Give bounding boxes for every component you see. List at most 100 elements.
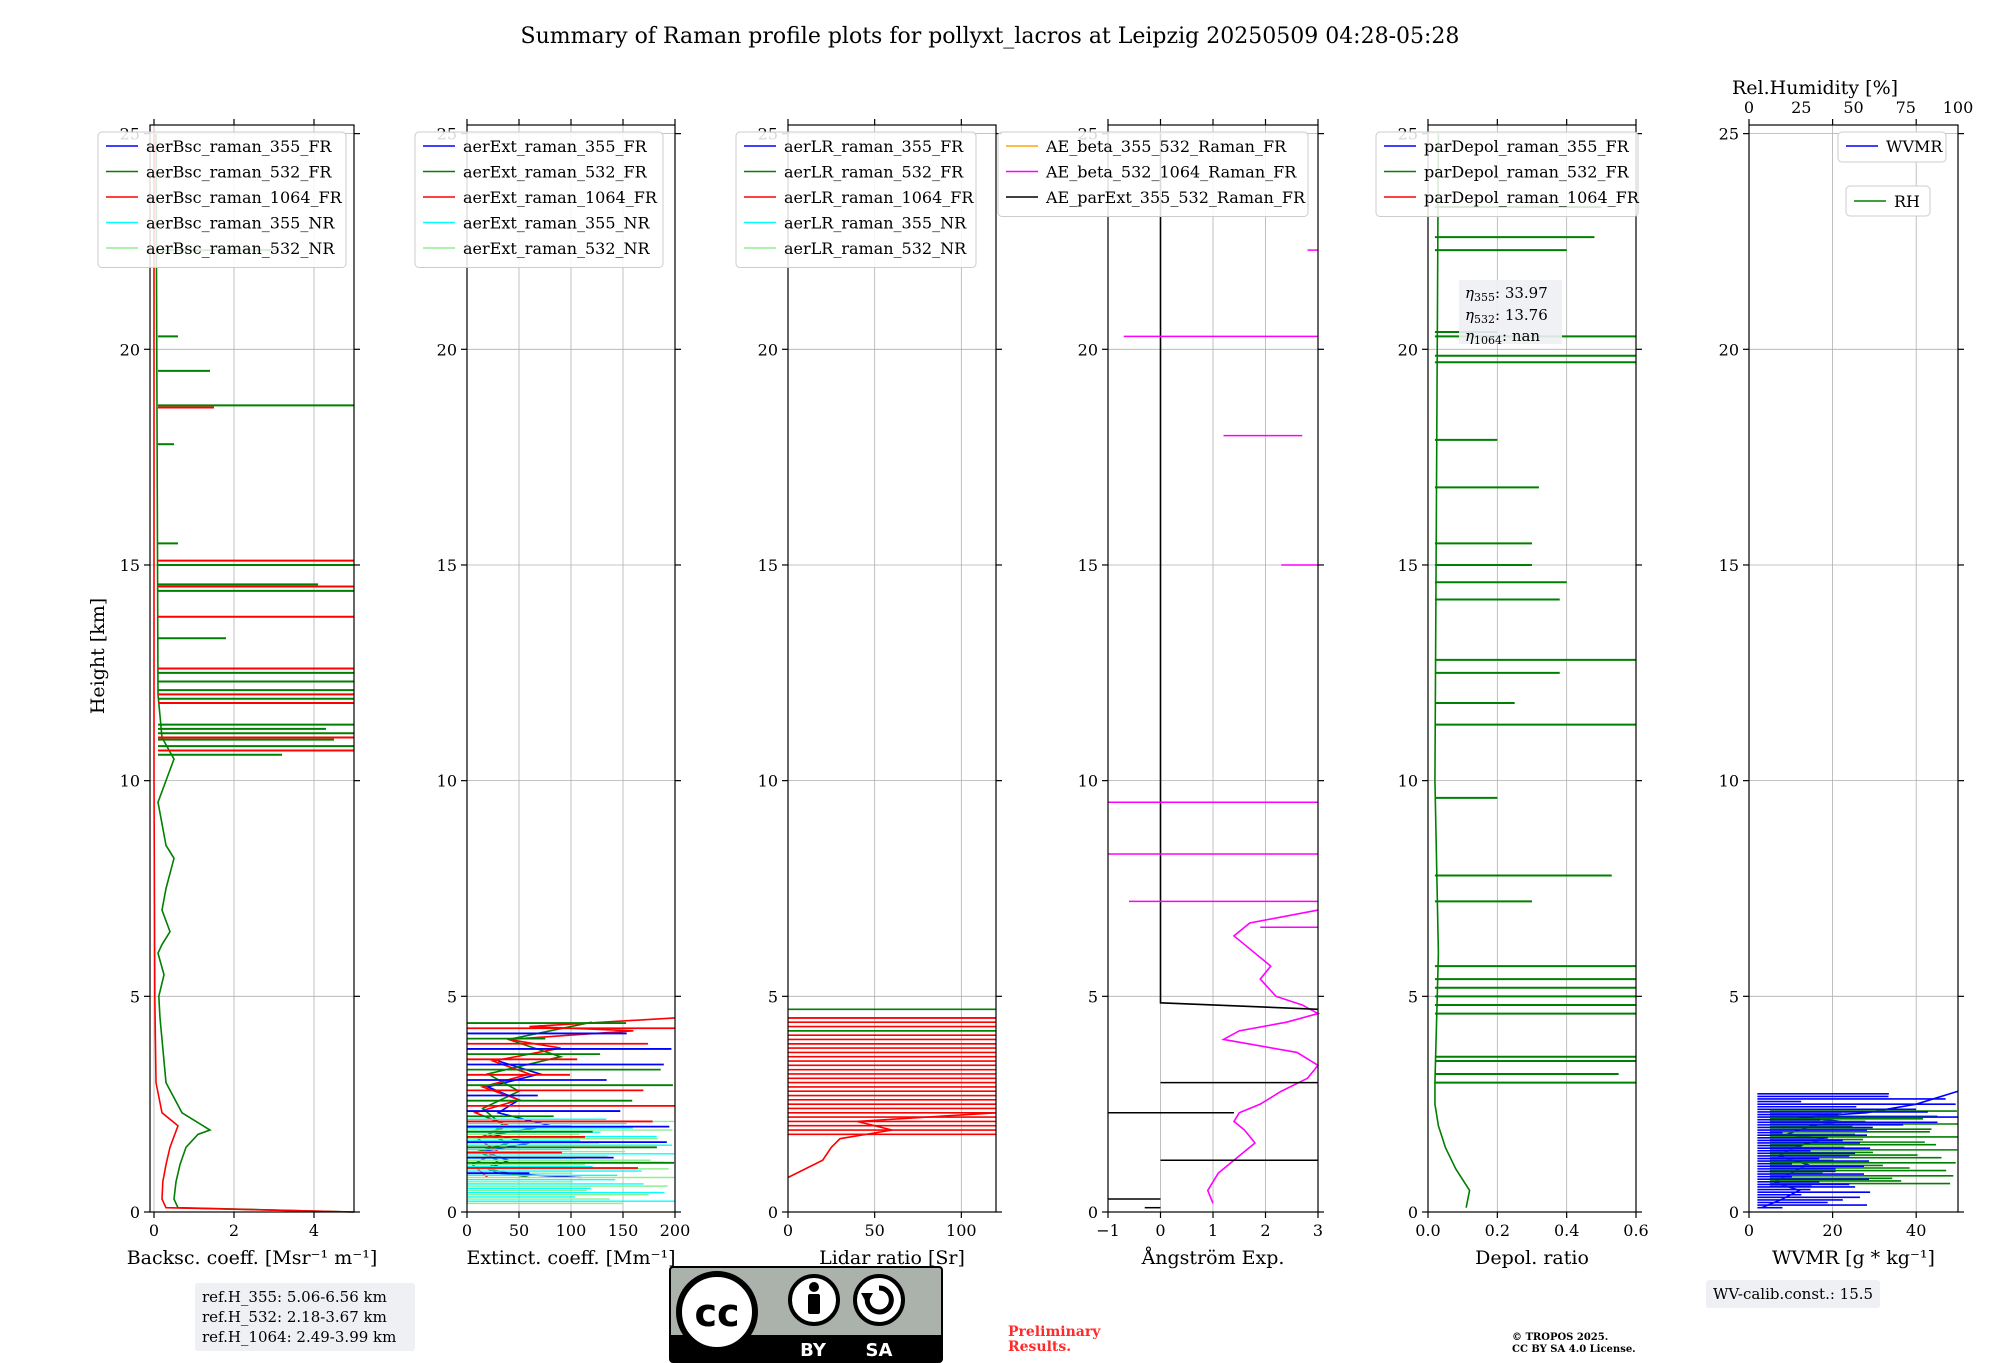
- rh-tick-label: 75: [1896, 98, 1916, 117]
- y-tick-label: 10: [437, 772, 457, 791]
- x-tick-label: 40: [1906, 1221, 1926, 1240]
- x-tick-label: 0: [1155, 1221, 1165, 1240]
- x-tick-label: 3: [1313, 1221, 1323, 1240]
- legend-bsc: aerBsc_raman_355_FR aerBsc_raman_532_FRae…: [97, 131, 347, 268]
- series-AE_parExt_355_532_Raman_FR: [1159, 133, 1319, 1011]
- x-tick-label: 0: [1744, 1221, 1754, 1240]
- svg-text:η355: 33.97: η355: 33.97: [1465, 284, 1548, 304]
- y-tick-label: 10: [1078, 772, 1098, 791]
- series-aerBsc_raman_532_FR: [155, 133, 355, 1213]
- x-tick-label: 4: [309, 1221, 319, 1240]
- rh-axis-label: Rel.Humidity [%]: [1732, 77, 1898, 99]
- rh-tick-label: 100: [1943, 98, 1974, 117]
- cc-logo-icon: [676, 1271, 758, 1353]
- x-tick-label: 0: [783, 1221, 793, 1240]
- y-tick-label: 20: [437, 340, 457, 359]
- legend-frame: [414, 131, 664, 268]
- axes-frame: [787, 124, 997, 1213]
- x-tick-label: 50: [509, 1221, 529, 1240]
- y-tick-label: 15: [1078, 556, 1098, 575]
- svg-text:η1064: nan: η1064: nan: [1465, 327, 1540, 347]
- eta-532-value: 13.76: [1505, 306, 1548, 324]
- y-tick-label: 5: [1729, 987, 1739, 1006]
- x-tick-label: 100: [946, 1221, 977, 1240]
- axes-frame: [1427, 124, 1637, 1213]
- figure-title: Summary of Raman profile plots for polly…: [521, 24, 1460, 49]
- legend-depol: parDepol_raman_355_FR parDepol_raman_532_…: [1375, 131, 1640, 217]
- legend-label: aerLR_raman_355_FR: [784, 137, 964, 156]
- y-tick-label: 20: [758, 340, 778, 359]
- legend-label: AE_beta_355_532_Raman_FR: [1045, 137, 1287, 156]
- y-tick-label: 15: [437, 556, 457, 575]
- ref-h-532: ref.H_532: 2.18-3.67 km: [202, 1308, 387, 1326]
- y-tick-label: 0: [768, 1203, 778, 1222]
- cc-by-label: BY: [800, 1340, 827, 1361]
- cc-logo-text: cc: [694, 1291, 739, 1335]
- legend-wv: WVMR: [1837, 131, 1947, 163]
- y-tick-label: 20: [1719, 340, 1739, 359]
- legend-label: parDepol_raman_1064_FR: [1424, 188, 1640, 207]
- eta-355-value: 33.97: [1505, 284, 1548, 302]
- series-parDepol_raman_532_FR: [1434, 133, 1471, 1208]
- legend-label: WVMR: [1886, 137, 1943, 156]
- ref-h-1064: ref.H_1064: 2.49-3.99 km: [202, 1328, 397, 1346]
- y-tick-label: 0: [1088, 1203, 1098, 1222]
- x-tick-label: 2: [1260, 1221, 1270, 1240]
- x-tick-label: 0.0: [1415, 1221, 1440, 1240]
- eta-annotation: η355: 33.97 η532: 13.76 η1064: nan: [1459, 280, 1562, 347]
- legend-rh: RH: [1845, 185, 1931, 217]
- y-tick-label: 5: [1408, 987, 1418, 1006]
- x-tick-label: 0.2: [1485, 1221, 1510, 1240]
- panel-ext: 0501001502000510152025Extinct. coeff. [M…: [414, 119, 691, 1269]
- x-tick-label: 200: [660, 1221, 691, 1240]
- legend-label: aerBsc_raman_355_FR: [146, 137, 332, 156]
- x-tick-label: 0: [462, 1221, 472, 1240]
- legend-ae: AE_beta_355_532_Raman_FR AE_beta_532_1064…: [997, 131, 1309, 217]
- rh-tick-label: 50: [1843, 98, 1863, 117]
- legend-label: aerLR_raman_1064_FR: [784, 188, 974, 207]
- legend-label: aerLR_raman_532_FR: [784, 163, 964, 182]
- x-tick-label: 1: [1208, 1221, 1218, 1240]
- y-tick-label: 0: [447, 1203, 457, 1222]
- legend-label: RH: [1894, 192, 1920, 211]
- panel-ae: −101230510152025Ångström Exp.AE_beta_355…: [997, 119, 1324, 1269]
- cc-license-badge: cc BY SA: [669, 1266, 943, 1363]
- y-tick-label: 5: [1088, 987, 1098, 1006]
- legend-frame: [735, 131, 977, 268]
- axes-frame: [1748, 124, 1959, 1213]
- ref-h-355: ref.H_355: 5.06-6.56 km: [202, 1288, 387, 1306]
- legend-frame: [1837, 131, 1947, 163]
- legend-frame: [1375, 131, 1639, 217]
- legend-label: aerBsc_raman_532_NR: [146, 239, 335, 258]
- panel-lr: 0501000510152025Lidar ratio [Sr]aerLR_ra…: [735, 119, 1002, 1269]
- copyright-note: © TROPOS 2025. CC BY SA 4.0 License.: [1512, 1332, 1636, 1356]
- x-tick-label: 150: [608, 1221, 639, 1240]
- panel-depol: 0.00.20.40.60510152025Depol. ratioparDep…: [1375, 119, 1649, 1269]
- y-tick-label: 25: [1719, 125, 1739, 144]
- y-axis-label: Height [km]: [87, 598, 109, 714]
- y-tick-label: 5: [447, 987, 457, 1006]
- y-tick-label: 15: [1719, 556, 1739, 575]
- legend-label: AE_beta_532_1064_Raman_FR: [1045, 163, 1297, 182]
- y-tick-label: 20: [1398, 340, 1418, 359]
- eta-1064-value: nan: [1512, 327, 1541, 345]
- y-tick-label: 10: [120, 772, 140, 791]
- legend-label: aerExt_raman_355_NR: [463, 214, 651, 233]
- axes-frame: [149, 124, 355, 1213]
- legend-label: AE_parExt_355_532_Raman_FR: [1045, 188, 1306, 207]
- series-AE_beta_532_1064_Raman_FR: [1206, 909, 1321, 1204]
- x-axis-label-lr: Lidar ratio [Sr]: [819, 1247, 965, 1269]
- series-aerBsc_raman_1064_FR: [153, 133, 355, 1213]
- panel-wv: 0 20 40 0 5 10 15 20 25 WVMR [g * kg⁻¹] 0 25 50 75 100…: [1719, 98, 1974, 1269]
- legend-ext: aerExt_raman_355_FR aerExt_raman_532_FRae…: [414, 131, 664, 268]
- legend-label: parDepol_raman_355_FR: [1424, 137, 1630, 156]
- x-axis-label-depol: Depol. ratio: [1475, 1247, 1589, 1269]
- legend-frame: [1845, 185, 1931, 217]
- legend-frame: [997, 131, 1309, 217]
- y-tick-label: 5: [768, 987, 778, 1006]
- legend-label: parDepol_raman_532_FR: [1424, 163, 1630, 182]
- y-tick-label: 15: [758, 556, 778, 575]
- legend-lr: aerLR_raman_355_FR aerLR_raman_532_FR aerL…: [735, 131, 977, 268]
- x-axis-label-bsc: Backsc. coeff. [Msr⁻¹ m⁻¹]: [127, 1247, 378, 1269]
